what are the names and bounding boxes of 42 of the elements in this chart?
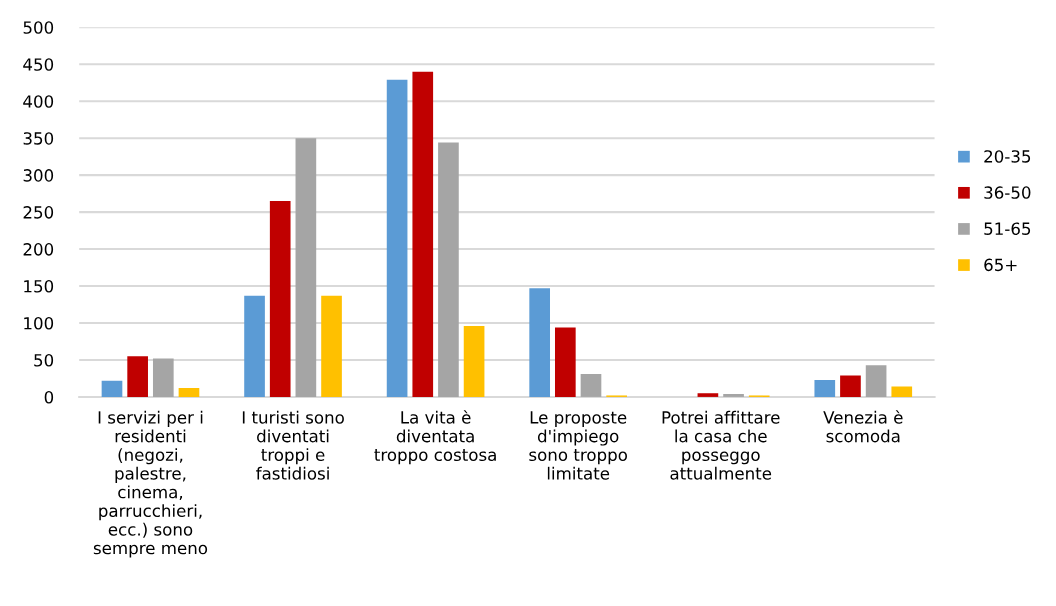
x-tick-label: I turisti sono diventati troppi e fastidiosi <box>242 410 344 480</box>
bar <box>412 71 434 397</box>
bar <box>321 295 342 397</box>
bar <box>244 295 265 397</box>
legend-label: 36-50 <box>984 186 1031 199</box>
x-tick-label: Le proposte d'impiego sono troppo limitate <box>529 411 627 480</box>
bar <box>101 380 123 397</box>
y-tick-label: 100 <box>24 316 54 330</box>
y-tick-label: 500 <box>23 21 54 34</box>
bar <box>178 388 200 397</box>
x-tick-label: La vita è diventata troppo costosa <box>374 410 496 465</box>
bar <box>840 375 861 397</box>
bar <box>152 358 174 397</box>
bar <box>463 325 485 397</box>
y-tick-label: 350 <box>23 132 54 145</box>
bar <box>386 79 408 397</box>
bar <box>438 142 459 397</box>
bar <box>891 386 913 397</box>
bar <box>529 288 550 397</box>
bar <box>295 138 317 397</box>
x-tick-label: I servizi per i residenti (negozi, palestre, cinema, parrucchieri, ecc.) sono sempre meno <box>93 410 208 558</box>
y-tick-label: 50 <box>34 353 54 367</box>
x-tick-label: Potrei affittare la casa che posseggo attualmente <box>662 410 780 480</box>
legend-label: 51-65 <box>984 222 1031 235</box>
y-tick-label: 150 <box>24 279 54 293</box>
bar <box>127 356 148 397</box>
y-tick-label: 0 <box>44 390 54 404</box>
bar <box>814 379 836 397</box>
bar <box>580 374 602 397</box>
legend-label: 65+ <box>984 258 1017 272</box>
bar <box>269 201 291 397</box>
y-tick-label: 400 <box>23 95 54 108</box>
y-tick-label: 300 <box>23 169 54 182</box>
legend-label: 20-35 <box>984 150 1031 163</box>
bar <box>697 393 719 397</box>
bar <box>865 365 887 397</box>
y-tick-label: 250 <box>23 206 54 219</box>
bar <box>554 327 576 397</box>
x-tick-label: Venezia è scomoda <box>823 410 903 443</box>
bar <box>723 393 744 397</box>
y-tick-label: 450 <box>23 58 54 71</box>
y-tick-label: 200 <box>23 243 54 256</box>
